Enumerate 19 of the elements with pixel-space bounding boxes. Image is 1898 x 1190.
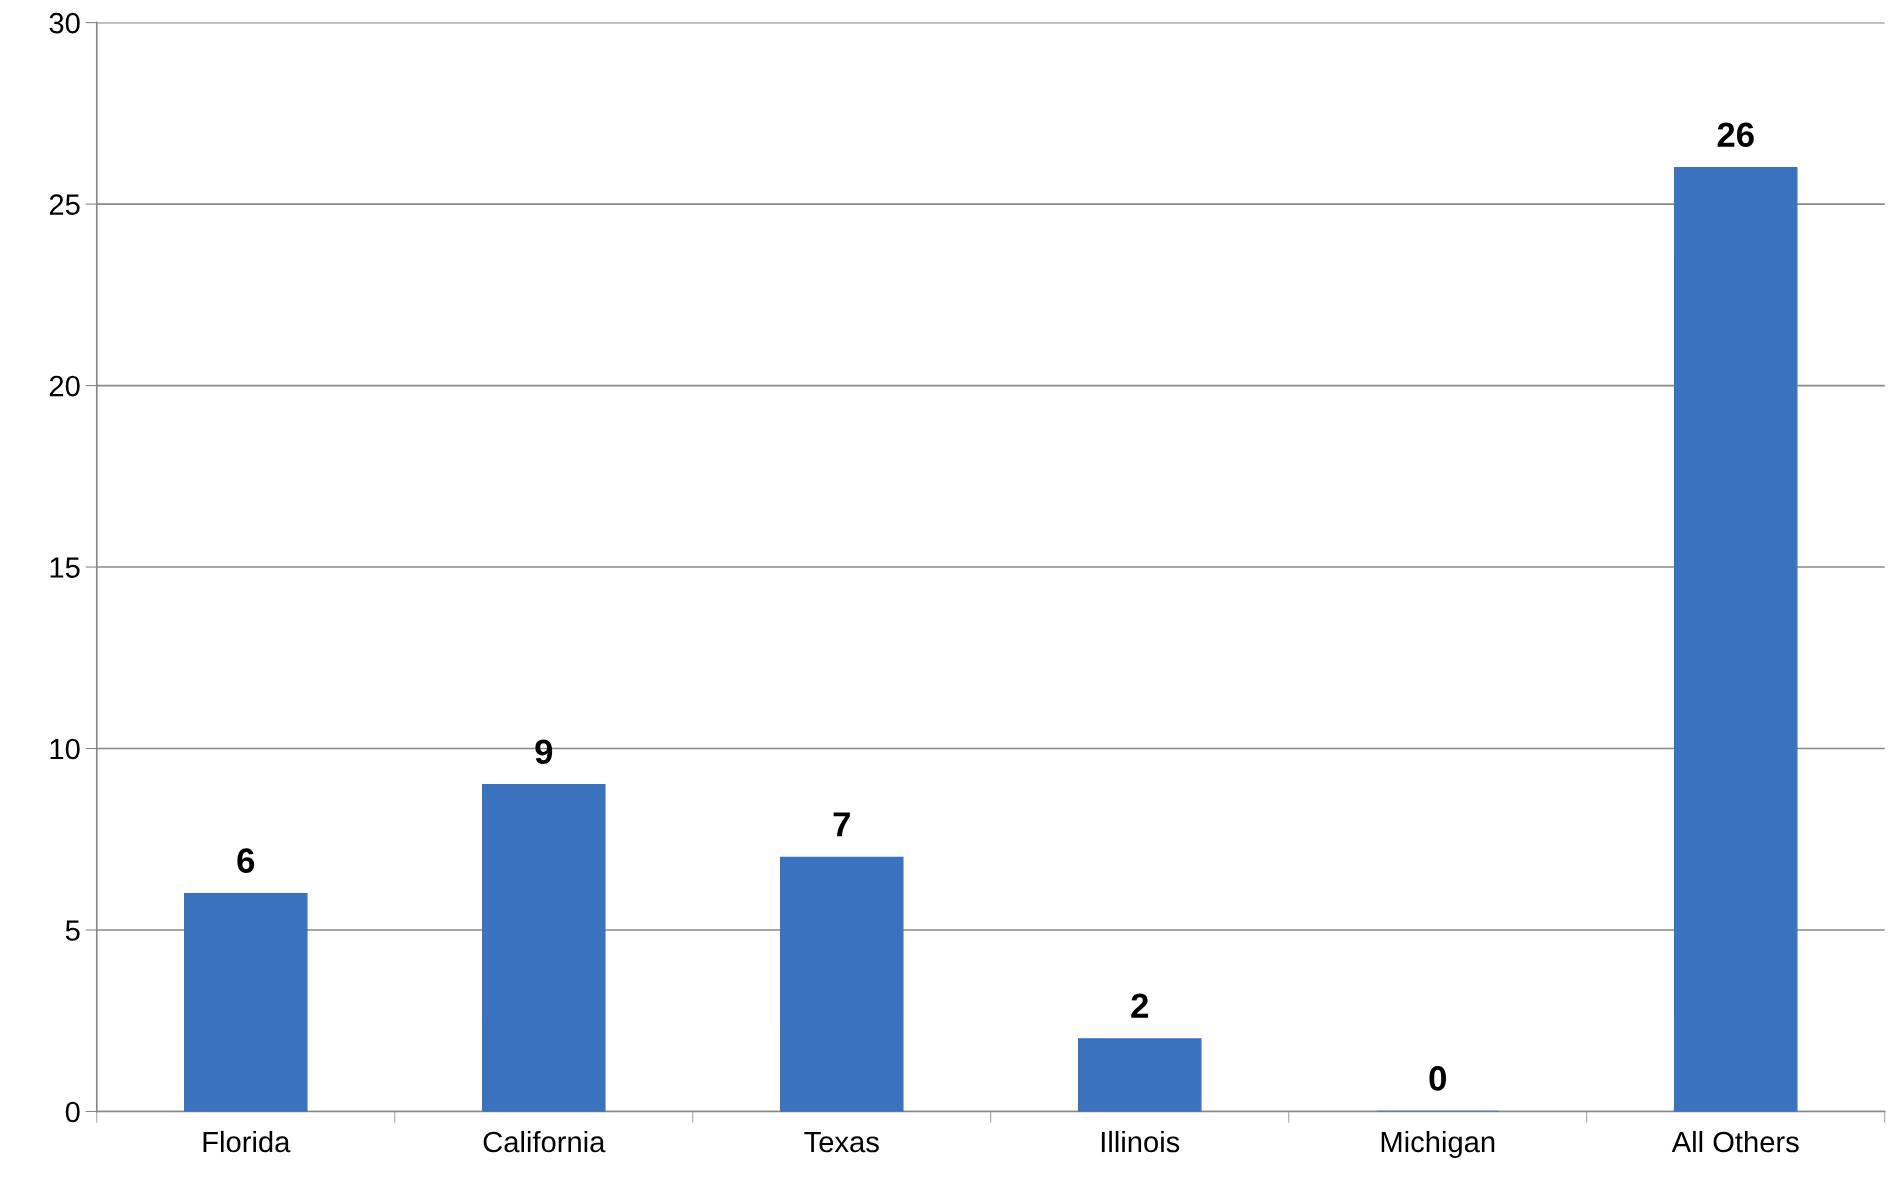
x-tick-label: California [483,1130,606,1153]
data-label: 9 [535,739,553,765]
x-tick-label: Illinois [1101,1130,1180,1153]
y-tick-label: 10 [50,738,80,760]
y-tick-label: 0 [65,1101,80,1123]
y-tick-label: 30 [49,12,80,34]
y-tick-label: 25 [49,194,80,215]
x-tick-label: All Others [1671,1130,1799,1153]
x-tick-label: Texas [804,1131,879,1153]
data-label: 7 [833,812,850,837]
data-label: 6 [237,848,255,873]
data-label: 0 [1429,1066,1446,1091]
y-tick-label: 15 [50,557,80,578]
x-tick-label: Michigan [1381,1130,1495,1159]
y-tick-label: 5 [65,920,80,941]
data-label: 2 [1131,993,1149,1018]
data-label: 26 [1717,122,1754,148]
x-tick-label: Florida [203,1130,291,1153]
y-tick-label: 20 [49,375,80,397]
